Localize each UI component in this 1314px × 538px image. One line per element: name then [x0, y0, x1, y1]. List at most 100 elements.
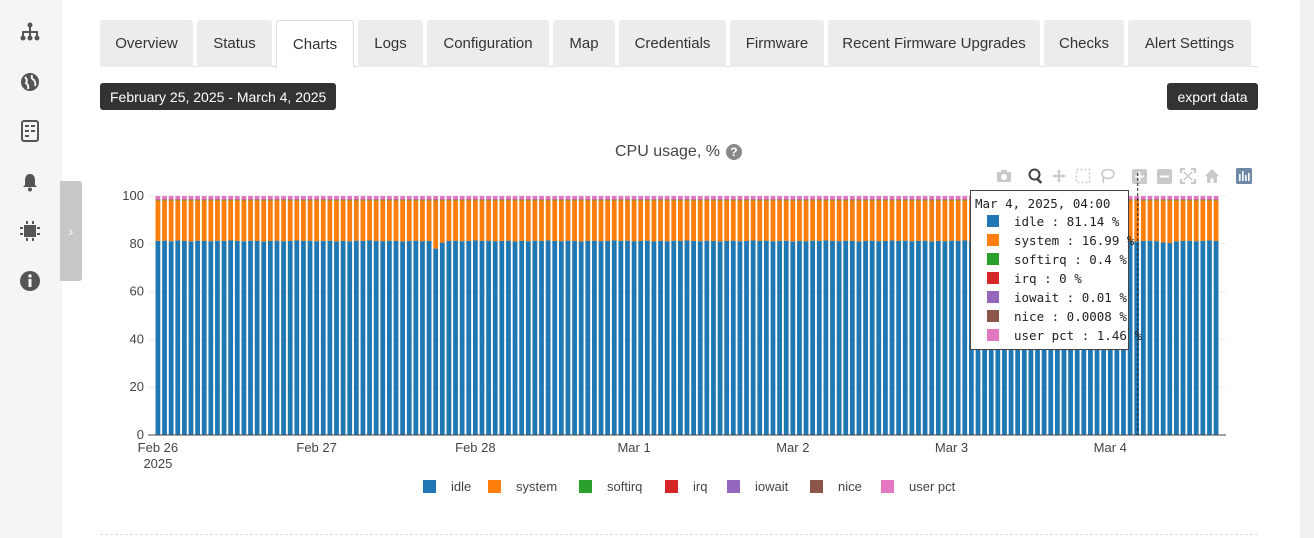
tab-firmware[interactable]: Firmware [730, 20, 824, 67]
tab-overview[interactable]: Overview [100, 20, 193, 67]
bar-segment-softirq [592, 199, 597, 201]
bar-segment-nice [684, 199, 690, 201]
bar-segment-system [949, 200, 954, 241]
bar-segment-iowait [314, 199, 320, 201]
bar-segment-softirq [393, 199, 399, 201]
bar-segment-user-pct [750, 195, 756, 200]
bar-segment-user-pct [664, 195, 670, 200]
bar-segment-softirq [863, 199, 868, 201]
bar-segment-system [684, 200, 690, 241]
zoom-icon[interactable] [1027, 167, 1045, 185]
tab-map[interactable]: Map [553, 20, 615, 67]
bar-segment-user-pct [962, 195, 968, 200]
pan-icon[interactable] [1050, 167, 1068, 185]
box-select-icon[interactable] [1074, 167, 1092, 185]
bar-segment-user-pct [532, 195, 538, 200]
bar-segment-idle [770, 241, 776, 435]
bar-segment-iowait [506, 199, 511, 201]
bar-segment-user-pct [605, 195, 611, 200]
bar-segment-softirq [512, 199, 518, 201]
bar-segment-softirq [810, 199, 816, 201]
globe-icon[interactable] [17, 69, 43, 95]
bar-segment-user-pct [830, 195, 835, 200]
bar-segment-softirq [472, 199, 478, 201]
bar-segment-system [558, 200, 564, 242]
tab-recent-firmware-upgrades[interactable]: Recent Firmware Upgrades [828, 20, 1040, 67]
tab-status[interactable]: Status [197, 20, 272, 67]
bar-segment-nice [876, 199, 882, 201]
bar-segment-system [512, 200, 518, 242]
bar-segment-idle [181, 240, 187, 435]
bar-segment-user-pct [373, 195, 379, 200]
bar-segment-nice [810, 199, 816, 201]
device-list-icon[interactable] [17, 118, 43, 144]
legend-item-softirq[interactable]: softirq [579, 479, 642, 494]
sidebar-toggle-button[interactable]: › [60, 181, 82, 281]
legend-item-nice[interactable]: nice [810, 479, 862, 494]
tab-logs[interactable]: Logs [358, 20, 423, 67]
legend-item-iowait[interactable]: iowait [727, 479, 788, 494]
bar-segment-nice [453, 199, 458, 201]
bar-segment-softirq [697, 199, 703, 201]
bar-segment-system [195, 200, 200, 241]
bar-segment-iowait [644, 199, 650, 201]
bar-segment-user-pct [1213, 195, 1219, 200]
bar-segment-user-pct [565, 195, 571, 200]
zoom-out-icon[interactable] [1155, 167, 1173, 185]
autoscale-icon[interactable] [1179, 167, 1197, 185]
info-icon[interactable] [17, 268, 43, 294]
bar-segment-idle [168, 241, 174, 435]
bar-segment-system [307, 200, 313, 241]
legend-item-irq[interactable]: irq [665, 479, 707, 494]
bar-segment-iowait [605, 199, 611, 201]
export-data-button[interactable]: export data [1167, 83, 1258, 110]
bar-segment-user-pct [711, 195, 716, 200]
tab-configuration[interactable]: Configuration [427, 20, 549, 67]
tab-charts[interactable]: Charts [276, 20, 354, 68]
bar-segment-nice [393, 199, 399, 201]
bar-segment-iowait [1207, 199, 1212, 201]
help-icon[interactable]: ? [725, 144, 742, 160]
bar-segment-idle [208, 241, 214, 435]
bar-segment-softirq [849, 199, 855, 201]
topology-icon[interactable] [17, 19, 43, 45]
bar-segment-user-pct [1187, 195, 1193, 200]
legend-item-system[interactable]: system [488, 479, 557, 494]
bar-segment-user-pct [849, 195, 855, 200]
bar-segment-user-pct [1160, 195, 1166, 200]
bar-segment-idle [572, 240, 577, 435]
bar-segment-nice [697, 199, 703, 201]
lasso-select-icon[interactable] [1098, 167, 1116, 185]
bar-segment-nice [935, 199, 941, 201]
bar-segment-softirq [704, 199, 710, 201]
bar-segment-softirq [737, 199, 743, 201]
bar-segment-softirq [400, 199, 406, 201]
hover-tooltip: Mar 4, 2025, 04:00 idle : 81.14 % system… [970, 190, 1142, 350]
bar-segment-idle [631, 241, 637, 435]
chip-icon[interactable] [17, 218, 43, 244]
tab-checks[interactable]: Checks [1044, 20, 1124, 67]
bar-segment-softirq [711, 199, 716, 201]
bar-segment-idle [598, 241, 604, 435]
bar-segment-system [849, 200, 855, 241]
bar-segment-nice [241, 199, 247, 201]
bar-segment-iowait [836, 199, 842, 201]
bar-segment-nice [360, 199, 366, 201]
camera-icon[interactable] [995, 167, 1013, 185]
reset-axes-icon[interactable] [1203, 167, 1221, 185]
page-scrollbar[interactable] [1300, 0, 1314, 538]
plotly-logo-icon[interactable] [1235, 167, 1253, 185]
bell-icon[interactable] [17, 169, 43, 195]
legend-item-idle[interactable]: idle [423, 479, 471, 494]
bar-segment-iowait [387, 199, 392, 201]
bar-segment-user-pct [314, 195, 320, 200]
tab-alert-settings[interactable]: Alert Settings [1128, 20, 1251, 67]
legend-item-user-pct[interactable]: user pct [881, 479, 955, 494]
bar-segment-idle [724, 240, 730, 435]
bar-segment-system [499, 200, 505, 241]
tab-credentials[interactable]: Credentials [619, 20, 726, 67]
date-range-picker[interactable]: February 25, 2025 - March 4, 2025 [100, 83, 337, 110]
zoom-in-icon[interactable] [1130, 167, 1148, 185]
bar-segment-idle [810, 240, 816, 435]
bar-segment-idle [949, 240, 954, 435]
